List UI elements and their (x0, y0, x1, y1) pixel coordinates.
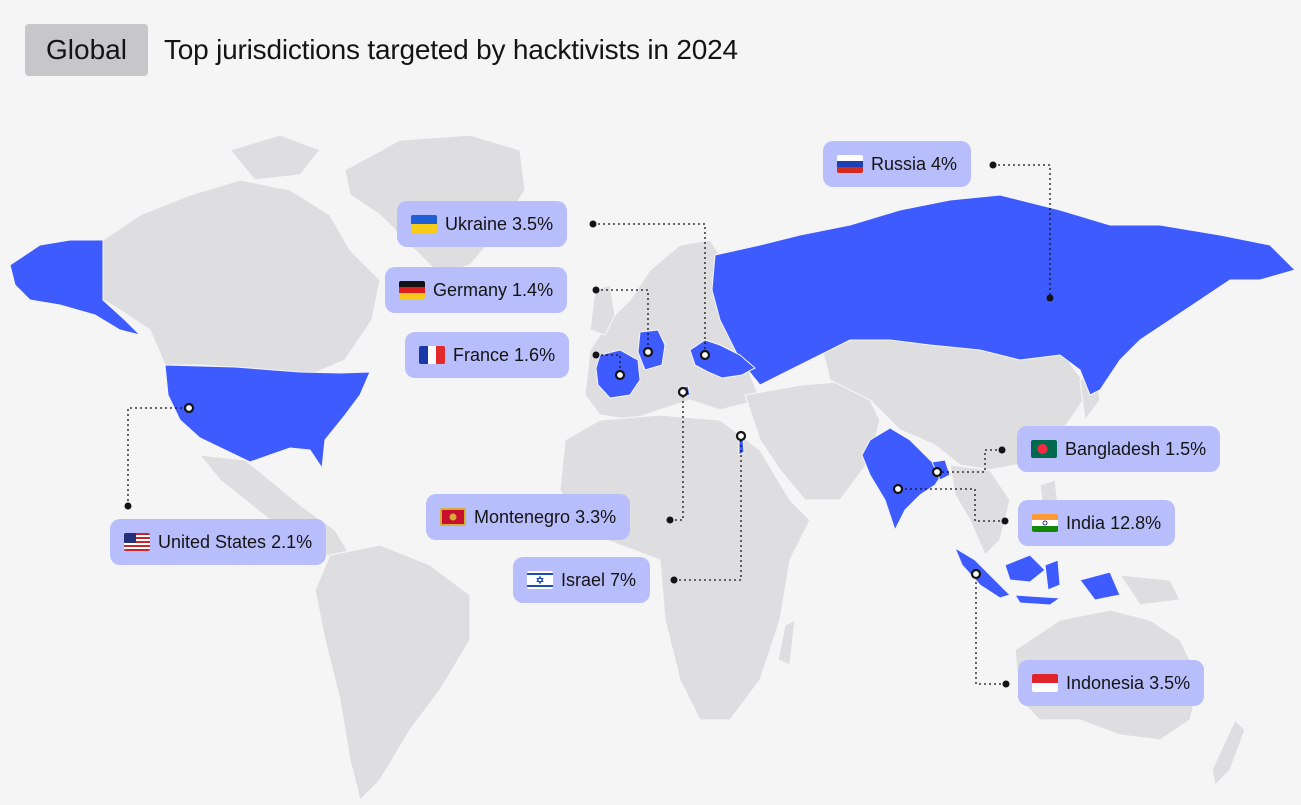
label-india: India 12.8% (1018, 500, 1176, 546)
france-flag-icon (419, 346, 445, 364)
ukraine-shape (689, 339, 756, 379)
germany-name: Germany (433, 279, 508, 300)
bangladesh-label-dot (998, 446, 1006, 454)
africa-shape (559, 414, 811, 721)
ukraine-label-dot (589, 220, 597, 228)
indonesia-name: Indonesia (1066, 672, 1145, 693)
india-shape (861, 427, 946, 532)
montenegro-value: 3.3% (575, 506, 617, 527)
label-france: France 1.6% (405, 332, 570, 378)
label-bangladesh: Bangladesh 1.5% (1017, 426, 1221, 472)
germany-flag-icon (399, 281, 425, 299)
france-marker (614, 369, 626, 381)
india-label-dot (1001, 517, 1009, 525)
ukraine-name: Ukraine (445, 213, 508, 234)
indonesia-value: 3.5% (1149, 672, 1191, 693)
arctic-islands-shape (228, 134, 321, 181)
united-states-marker (183, 402, 195, 414)
germany-label-dot (592, 286, 600, 294)
russia-flag-icon (837, 155, 863, 173)
ukraine-marker (699, 349, 711, 361)
germany-leader-line (596, 289, 649, 352)
india-name: India (1066, 512, 1106, 533)
united-states-shape (164, 364, 371, 470)
southeast-asia-shape (949, 464, 1011, 557)
header: Global Top jurisdictions targeted by hac… (25, 24, 738, 76)
russia-shape (711, 194, 1296, 396)
montenegro-flag-icon (440, 508, 466, 526)
label-montenegro: Montenegro 3.3% (426, 494, 631, 540)
uk-shape (589, 284, 616, 336)
india-leader-line (898, 488, 1005, 522)
bangladesh-marker (931, 466, 943, 478)
israel-marker (735, 430, 747, 442)
bangladesh-flag-icon (1031, 440, 1057, 458)
canada-shape (102, 179, 381, 376)
israel-flag-icon (527, 571, 553, 589)
france-label-dot (592, 351, 600, 359)
france-value: 1.6% (514, 344, 556, 365)
germany-value: 1.4% (512, 279, 554, 300)
chart-title: Top jurisdictions targeted by hacktivist… (164, 34, 738, 65)
new-zealand-shape (1211, 718, 1246, 787)
label-ukraine: Ukraine 3.5% (397, 201, 568, 247)
south-america-shape (314, 544, 471, 802)
russia-leader-line (993, 164, 1051, 298)
russia-value: 4% (931, 153, 958, 174)
indonesia-label-dot (1002, 680, 1010, 688)
india-value: 12.8% (1110, 512, 1162, 533)
label-indonesia: Indonesia 3.5% (1018, 660, 1205, 706)
united-states-label-dot (124, 502, 132, 510)
region-badge: Global (25, 24, 148, 76)
indonesia-leader-line (975, 574, 1006, 685)
india-marker (892, 483, 904, 495)
alaska-shape (9, 239, 142, 336)
israel-label-dot (670, 576, 678, 584)
label-russia: Russia 4% (823, 141, 972, 187)
label-united-states: United States 2.1% (110, 519, 327, 565)
label-israel: Israel 7% (513, 557, 651, 603)
india-flag-icon (1032, 514, 1058, 532)
russia-map-dot (1046, 294, 1054, 302)
label-germany: Germany 1.4% (385, 267, 568, 313)
middle-east-shape (744, 379, 881, 501)
bangladesh-value: 1.5% (1165, 438, 1207, 459)
madagascar-shape (777, 618, 796, 666)
indonesia-shape (953, 546, 1121, 606)
united-states-leader-line (127, 407, 189, 506)
russia-name: Russia (871, 153, 927, 174)
germany-marker (642, 346, 654, 358)
montenegro-name: Montenegro (474, 506, 571, 527)
montenegro-marker (677, 386, 689, 398)
montenegro-label-dot (666, 516, 674, 524)
bangladesh-name: Bangladesh (1065, 438, 1161, 459)
united-states-name: United States (158, 531, 267, 552)
ukraine-value: 3.5% (512, 213, 554, 234)
israel-value: 7% (610, 569, 637, 590)
israel-leader-line (674, 436, 742, 581)
ukraine-leader-line (593, 223, 706, 355)
indonesia-marker (970, 568, 982, 580)
france-name: France (453, 344, 510, 365)
ukraine-flag-icon (411, 215, 437, 233)
israel-name: Israel (561, 569, 606, 590)
us-flag-icon (124, 533, 150, 551)
russia-label-dot (989, 161, 997, 169)
united-states-value: 2.1% (271, 531, 313, 552)
indonesia-flag-icon (1032, 674, 1058, 692)
